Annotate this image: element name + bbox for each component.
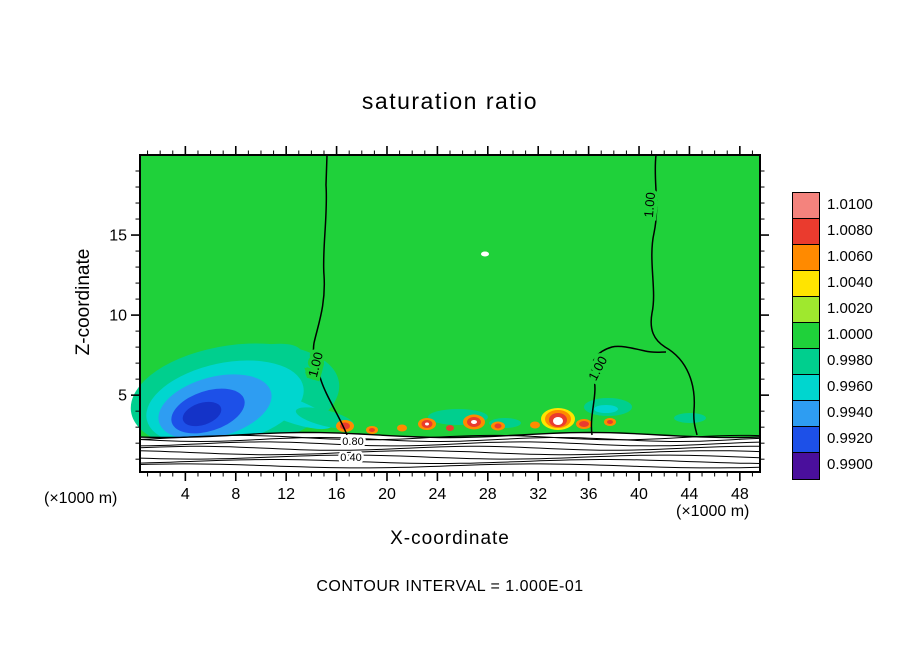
x-tick-label: 20 xyxy=(378,486,396,503)
contour-1.00-left xyxy=(312,154,348,436)
colorbar-label: 1.0020 xyxy=(827,300,873,317)
colorbar-labels: 1.0100 1.0080 1.0060 1.0040 1.0020 1.0000 0.99… xyxy=(827,192,873,478)
hotspot xyxy=(397,424,407,432)
hotspot-core xyxy=(471,420,477,424)
contour-interval-caption: CONTOUR INTERVAL = 1.000E-01 xyxy=(316,578,584,595)
colorbar-label: 1.0100 xyxy=(827,196,873,213)
colorbar-segment xyxy=(793,193,819,219)
colorbar-label: 0.9960 xyxy=(827,378,873,395)
x-unit-label-right: (×1000 m) xyxy=(676,503,750,520)
x-tick-label: 28 xyxy=(479,486,497,503)
axes xyxy=(131,146,769,481)
colorbar-label: 0.9900 xyxy=(827,456,873,473)
colorbar-segment xyxy=(793,297,819,323)
contour-1.00-mid xyxy=(590,345,667,436)
colorbar-segment xyxy=(793,427,819,453)
colorbar-label: 0.9940 xyxy=(827,404,873,421)
contour-label-0.40: 0.40 xyxy=(340,452,361,464)
hotspot xyxy=(579,421,589,427)
y-tick-label: 5 xyxy=(118,388,127,405)
y-axis-label: Z-coordinate xyxy=(73,248,94,356)
colorbar-segment xyxy=(793,323,819,349)
colorbar-segment xyxy=(793,271,819,297)
colorbar-segment xyxy=(793,245,819,271)
contour-label-1.00-upper-right: 1.00 xyxy=(641,192,658,219)
saturation-field xyxy=(130,155,760,472)
x-unit-label-left: (×1000 m) xyxy=(44,490,118,507)
white-fleck xyxy=(481,251,489,257)
plume-darkblue xyxy=(182,401,222,427)
x-tick-label: 4 xyxy=(181,486,190,503)
surface-contour xyxy=(139,441,761,447)
colorbar-label: 0.9980 xyxy=(827,352,873,369)
x-tick-label: 40 xyxy=(630,486,648,503)
x-tick-label: 16 xyxy=(328,486,346,503)
hotspot xyxy=(369,428,375,432)
subsaturated-plume xyxy=(130,343,355,451)
x-tick-label: 36 xyxy=(580,486,598,503)
surface-contour xyxy=(139,450,761,456)
surface-contour xyxy=(139,436,761,443)
x-tick-label: 48 xyxy=(731,486,749,503)
surface-contour-band xyxy=(139,431,761,472)
contour-1.00-right xyxy=(650,154,698,436)
hotspot xyxy=(607,420,613,424)
figure-title: saturation ratio xyxy=(361,88,539,114)
hotspot xyxy=(530,421,540,429)
surface-contour xyxy=(139,445,760,451)
colorbar-label: 1.0040 xyxy=(827,274,873,291)
surface-contour xyxy=(139,463,761,469)
hotspot xyxy=(446,425,454,431)
x-axis-label: X-coordinate xyxy=(390,528,510,549)
colorbar-segment xyxy=(793,375,819,401)
supersaturated-spots xyxy=(336,251,616,434)
colorbar-swatches xyxy=(792,192,820,480)
x-tick-label: 8 xyxy=(231,486,240,503)
colorbar-segment xyxy=(793,219,819,245)
colorbar-segment xyxy=(793,401,819,427)
teal-patch xyxy=(674,413,706,423)
colorbar: 1.0100 1.0080 1.0060 1.0040 1.0020 1.0000 0.99… xyxy=(792,192,873,480)
hotspot xyxy=(494,423,502,429)
colorbar-label: 0.9920 xyxy=(827,430,873,447)
x-tick-label: 12 xyxy=(277,486,295,503)
hotspot-core xyxy=(425,422,429,426)
colorbar-label: 1.0000 xyxy=(827,326,873,343)
colorbar-label: 1.0060 xyxy=(827,248,873,265)
colorbar-segment xyxy=(793,453,819,479)
surface-contour xyxy=(139,454,761,460)
y-tick-label: 10 xyxy=(109,308,127,325)
colorbar-segment xyxy=(793,349,819,375)
y-tick-label: 15 xyxy=(109,228,127,245)
contour-plot: 1.00 1.00 1.00 0.80 0.40 4 8 12 16 20 24 28 32 3… xyxy=(109,146,769,503)
colorbar-label: 1.0080 xyxy=(827,222,873,239)
hotspot-core xyxy=(553,417,563,425)
x-tick-label: 44 xyxy=(681,486,699,503)
surface-contour xyxy=(139,459,761,464)
surface-contour-top xyxy=(139,431,761,439)
surface-contour xyxy=(139,434,761,441)
cyan-patch xyxy=(594,405,618,413)
x-tick-label: 24 xyxy=(428,486,446,503)
contour-label-0.80: 0.80 xyxy=(342,436,363,448)
x-tick-label: 32 xyxy=(529,486,547,503)
